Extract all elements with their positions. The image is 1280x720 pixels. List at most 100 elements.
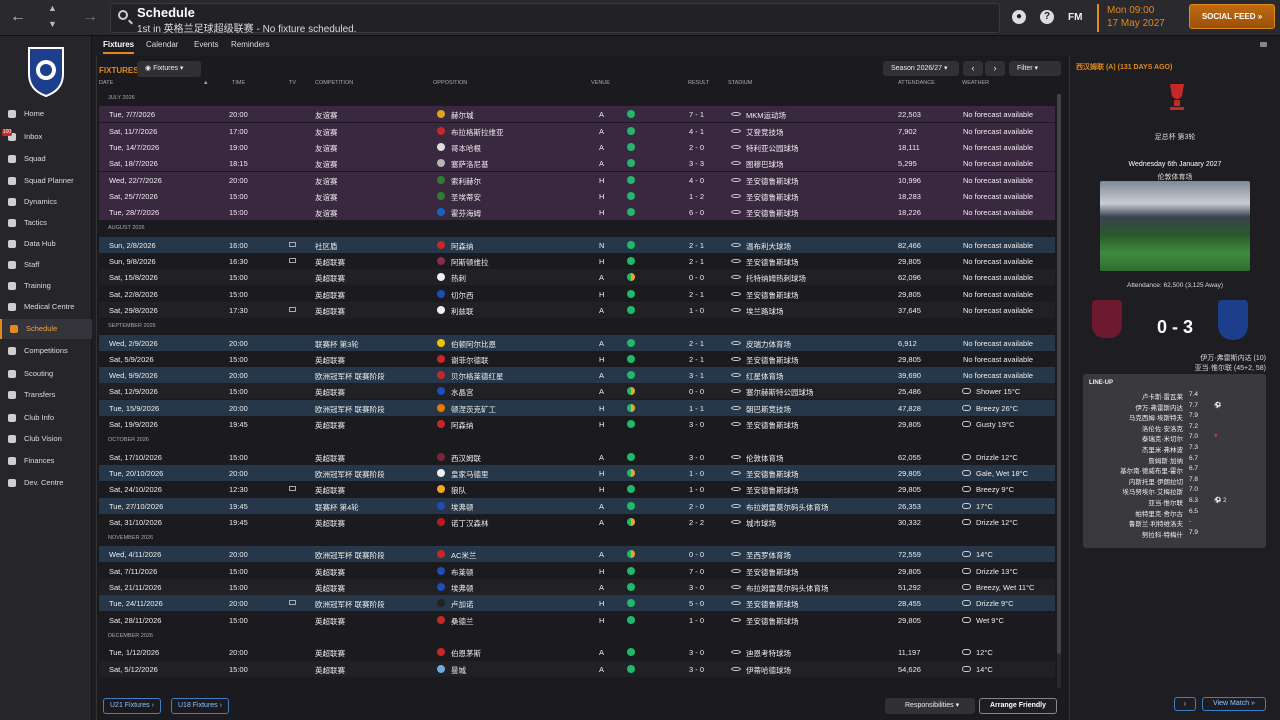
fixture-competition[interactable]: 英超联赛 [315,290,345,300]
fixture-competition[interactable]: 友谊赛 [315,209,338,219]
opponent-crest-icon[interactable] [437,485,445,494]
fixture-stadium[interactable]: 红星体育场 [746,372,784,382]
season-selector[interactable]: Season 2026/27 ▾ [883,61,959,76]
tab-fixtures[interactable]: Fixtures [103,40,135,54]
opponent-crest-icon[interactable] [437,208,445,217]
opponent-crest-icon[interactable] [437,501,445,510]
scrollbar-thumb[interactable] [1057,94,1061,654]
fixture-stadium[interactable]: 圣安德鲁斯球场 [746,209,799,219]
fixture-opponent[interactable]: 卢加诺 [451,600,474,610]
fixture-stadium[interactable]: 圣安德鲁斯球场 [746,421,799,430]
col-stadium[interactable]: STADIUM [728,80,753,86]
fm-logo[interactable]: FM [1068,12,1083,23]
fixture-stadium[interactable]: 布拉姆雷莫尔码头体育场 [746,584,829,593]
fixture-stadium[interactable]: 圣安德鲁斯球场 [746,616,799,626]
fixture-competition[interactable]: 欧洲冠军杯 联赛阶段 [315,372,385,382]
fixture-competition[interactable]: 社区盾 [315,241,338,251]
fixture-competition[interactable]: 英超联赛 [315,421,345,430]
col-tv[interactable]: TV [289,80,297,86]
next-match-button[interactable]: › [1174,697,1196,711]
fixture-opponent[interactable]: 赫尔城 [451,111,474,121]
fixture-row[interactable]: Wed, 9/9/2026 20:00 欧洲冠军杯 联赛阶段 贝尔格莱德红星 A 3 - … [99,367,1055,384]
social-feed-button[interactable]: SOCIAL FEED » [1189,4,1275,29]
tab-calendar[interactable]: Calendar [146,40,179,49]
home-team-crest[interactable] [1092,300,1122,338]
opponent-crest-icon[interactable] [437,664,445,673]
fixture-opponent[interactable]: 阿森纳 [451,241,474,251]
responsibilities-button[interactable]: Responsibilities ▾ [885,698,975,714]
fixture-opponent[interactable]: 贝尔格莱德红星 [451,372,504,382]
fixture-opponent[interactable]: 布莱顿 [451,567,474,577]
fixture-competition[interactable]: 英超联赛 [315,649,345,659]
fixture-opponent[interactable]: 切尔西 [451,290,474,300]
fixture-competition[interactable]: 英超联赛 [315,258,345,267]
opponent-crest-icon[interactable] [437,517,445,526]
sidebar-item-scouting[interactable]: Scouting [0,364,92,384]
lineup-row[interactable]: 鲁斯兰·利特维洛夫 - [1083,518,1266,529]
fixture-row[interactable]: Wed, 2/9/2026 20:00 联赛杯 第3轮 伯顿阿尔比恩 A 2 - 1 皮瑞力… [99,334,1055,351]
opponent-crest-icon[interactable] [437,583,445,591]
fixture-competition[interactable]: 欧洲冠军杯 联赛阶段 [315,404,385,414]
fixture-competition[interactable]: 联赛杯 第4轮 [315,502,359,512]
fixture-row[interactable]: Sat, 21/11/2026 15:00 英超联赛 埃弗顿 A 3 - 0 布拉姆雷莫尔码… [99,579,1055,595]
fixture-stadium[interactable]: MKM运动场 [746,111,786,121]
sidebar-item-dev-centre[interactable]: Dev. Centre [0,473,92,493]
opponent-crest-icon[interactable] [437,240,445,249]
fixture-stadium[interactable]: 圣安德鲁斯球场 [746,192,799,202]
fixture-opponent[interactable]: 布拉格斯拉维亚 [451,127,504,137]
fixture-row[interactable]: Tue, 27/10/2026 19:45 联赛杯 第4轮 埃弗顿 A 2 - 0 布拉姆雷… [99,497,1055,514]
fixture-competition[interactable]: 英超联赛 [315,388,345,398]
fixture-row[interactable]: Sat, 18/7/2026 18:15 友谊赛 塞萨洛尼基 A 3 - 3 图穆巴球场 5,… [99,155,1055,172]
fixture-row[interactable]: Tue, 7/7/2026 20:00 友谊赛 赫尔城 A 7 - 1 MKM运动场 22,5… [99,106,1055,123]
fixture-row[interactable]: Tue, 28/7/2026 15:00 友谊赛 霍芬海姆 H 6 - 0 圣安德鲁斯球场 1… [99,204,1055,221]
fixture-competition[interactable]: 英超联赛 [315,453,345,463]
sidebar-item-tactics[interactable]: Tactics [0,213,92,233]
fixture-opponent[interactable]: 西汉姆联 [451,453,481,463]
fixture-opponent[interactable]: 桑德兰 [451,616,474,626]
lineup-row[interactable]: 卢卡斯·雷瓦莱 7.4 [1083,391,1266,402]
fixture-stadium[interactable]: 朝巴斯竞技场 [746,404,791,414]
lineup-row[interactable]: 泰瑞克·米切尔 7.0 ● [1083,433,1266,444]
fixture-row[interactable]: Sat, 19/9/2026 19:45 英超联赛 阿森纳 H 3 - 0 圣安德鲁斯球场 2… [99,416,1055,432]
sidebar-item-competitions[interactable]: Competitions [0,341,92,361]
lock-icon[interactable] [1260,42,1267,47]
fixture-row[interactable]: Sat, 29/8/2026 17:30 英超联赛 利兹联 A 1 - 0 埃兰路球场 37,… [99,301,1055,318]
fixture-stadium[interactable]: 圣安德鲁斯球场 [746,176,799,186]
sidebar-item-squad[interactable]: Squad [0,149,92,169]
opponent-crest-icon[interactable] [437,387,445,396]
fixture-competition[interactable]: 友谊赛 [315,111,338,121]
sidebar-item-data-hub[interactable]: Data Hub [0,234,92,254]
fixture-stadium[interactable]: 埃兰路球场 [746,306,784,316]
fixture-opponent[interactable]: 谢菲尔德联 [451,355,489,365]
fixture-stadium[interactable]: 特利亚公园球场 [746,143,799,153]
fixture-stadium[interactable]: 圣西罗体育场 [746,551,791,561]
fixture-opponent[interactable]: 塞萨洛尼基 [451,160,489,170]
fixture-row[interactable]: Tue, 14/7/2026 19:00 友谊赛 哥本哈根 A 2 - 0 特利亚公园球场 1… [99,138,1055,155]
sort-icon[interactable]: ▲ [203,80,209,86]
fixture-stadium[interactable]: 圣安德鲁斯球场 [746,600,799,610]
opponent-crest-icon[interactable] [437,403,445,412]
fixture-opponent[interactable]: 伯恩茅斯 [451,649,481,659]
fixture-stadium[interactable]: 温布利大球场 [746,241,791,251]
opponent-crest-icon[interactable] [437,371,445,380]
game-date[interactable]: Mon 09:00 17 May 2027 [1097,4,1179,32]
lineup-row[interactable]: 内斯托里·伊朗拉切 7.8 [1083,476,1266,487]
chevron-down-icon[interactable]: ▼ [48,19,57,29]
fixture-competition[interactable]: 欧洲冠军杯 联赛阶段 [315,600,385,610]
fixture-row[interactable]: Tue, 24/11/2026 20:00 欧洲冠军杯 联赛阶段 卢加诺 H 5 - 0 圣… [99,595,1055,612]
fixture-opponent[interactable]: 顿涅茨克矿工 [451,404,496,414]
match-title[interactable]: 西汉姆联 (A) (131 DAYS AGO) [1076,64,1173,71]
fixture-row[interactable]: Sun, 9/8/2026 16:30 英超联赛 阿斯顿维拉 H 2 - 1 圣安德鲁斯球场… [99,253,1055,269]
col-attendance[interactable]: ATTENDANCE [898,80,935,86]
fixture-stadium[interactable]: 伦敦体育场 [746,453,784,463]
fixture-row[interactable]: Sat, 7/11/2026 15:00 英超联赛 布莱顿 H 7 - 0 圣安德鲁斯球场 2… [99,563,1055,579]
opponent-crest-icon[interactable] [437,159,445,168]
sidebar-item-medical-centre[interactable]: Medical Centre [0,297,92,317]
fixture-competition[interactable]: 友谊赛 [315,127,338,137]
lineup-row[interactable]: 努拉科·特梅什 7.9 [1083,529,1266,540]
fixture-opponent[interactable]: 霍芬海姆 [451,209,481,219]
lineup-row[interactable]: 马克西姆·埃斯特夫 7.9 [1083,412,1266,423]
opponent-crest-icon[interactable] [437,142,445,151]
fixture-stadium[interactable]: 图穆巴球场 [746,160,784,170]
fixture-competition[interactable]: 欧洲冠军杯 联赛阶段 [315,551,385,561]
